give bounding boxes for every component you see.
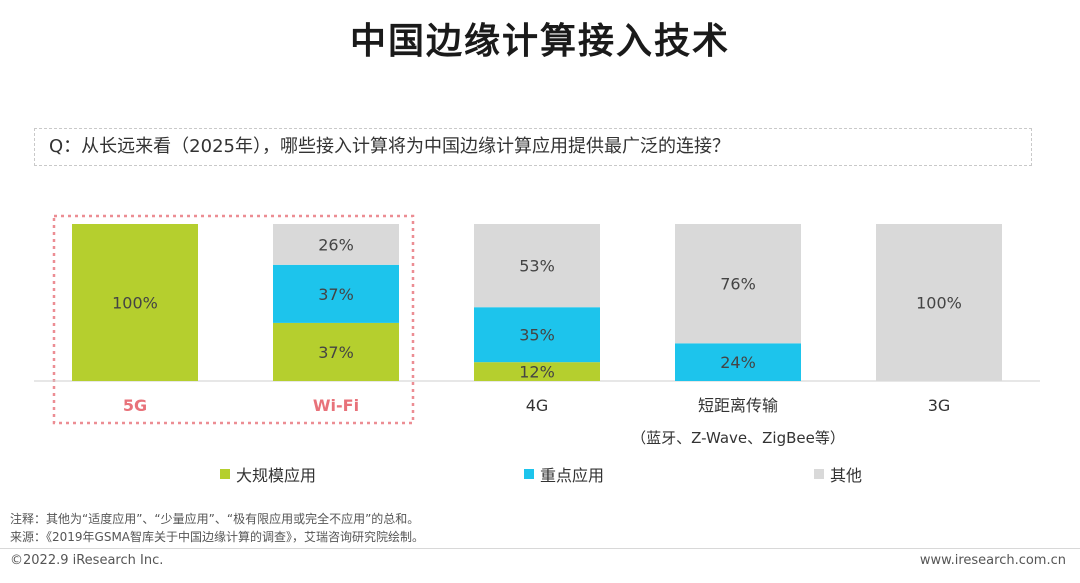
data-label: 35% <box>519 326 555 345</box>
bar-segment-3-1 <box>474 362 600 381</box>
survey-question: Q：从长远来看（2025年），哪些接入计算将为中国边缘计算应用提供最广泛的连接？ <box>34 128 1032 166</box>
category-label: Wi-Fi <box>313 396 359 415</box>
data-label: 37% <box>318 285 354 304</box>
data-label: 12% <box>519 363 555 382</box>
legend-swatch <box>220 469 230 479</box>
legend-item: 大规模应用 <box>220 462 316 486</box>
category-label: 短距离传输 <box>698 396 778 415</box>
bar-segment-2-3 <box>273 224 399 265</box>
legend-label: 大规模应用 <box>236 466 317 485</box>
legend-label: 重点应用 <box>540 466 605 485</box>
chart-legend: 大规模应用 重点应用 其他 <box>0 462 1080 486</box>
bar-segment-2-1 <box>273 322 399 381</box>
bar-segment-3-3 <box>474 224 600 308</box>
page-title: 中国边缘计算接入技术 <box>349 21 730 62</box>
website-url: www.iresearch.com.cn <box>919 553 1066 568</box>
legend-item: 重点应用 <box>524 462 604 486</box>
legend-item: 其他 <box>814 462 862 486</box>
data-label: 53% <box>519 257 555 276</box>
data-label: 24% <box>720 353 756 372</box>
data-label: 26% <box>318 235 354 254</box>
data-label: 100% <box>112 294 158 313</box>
highlight-frame <box>52 214 415 425</box>
bar-segment-1-1 <box>72 224 198 381</box>
copyright: ©2022.9 iResearch Inc. <box>10 553 164 568</box>
source-text: 来源：《2019年GSMA智库关于中国边缘计算的调查》，艾瑞咨询研究院绘制。 <box>10 530 425 544</box>
data-label: 100% <box>916 294 962 313</box>
legend-label: 其他 <box>830 466 863 485</box>
data-label: 37% <box>318 343 354 362</box>
category-sublabel: （蓝牙、Z-Wave、ZigBee等） <box>631 429 845 447</box>
legend-swatch <box>814 469 824 479</box>
bar-segment-4-2 <box>675 343 801 381</box>
category-label: 3G <box>928 396 951 415</box>
stacked-bar-chart: 100% 5G 37% 37% 26% Wi-Fi 12% 35% 53% 4G 24% 76% 短距离… <box>34 214 1040 447</box>
footer-divider <box>0 548 1080 549</box>
category-label: 5G <box>123 396 147 415</box>
legend-swatch <box>524 469 534 479</box>
note-text: 注释：其他为“适度应用”、“少量应用”、“极有限应用或完全不应用”的总和。 <box>10 512 420 526</box>
bar-segment-5-3 <box>876 224 1002 381</box>
bar-segment-3-2 <box>474 307 600 363</box>
bar-segment-4-3 <box>675 224 801 344</box>
data-label: 76% <box>720 275 756 294</box>
category-label: 4G <box>526 396 549 415</box>
bar-segment-2-2 <box>273 264 399 323</box>
